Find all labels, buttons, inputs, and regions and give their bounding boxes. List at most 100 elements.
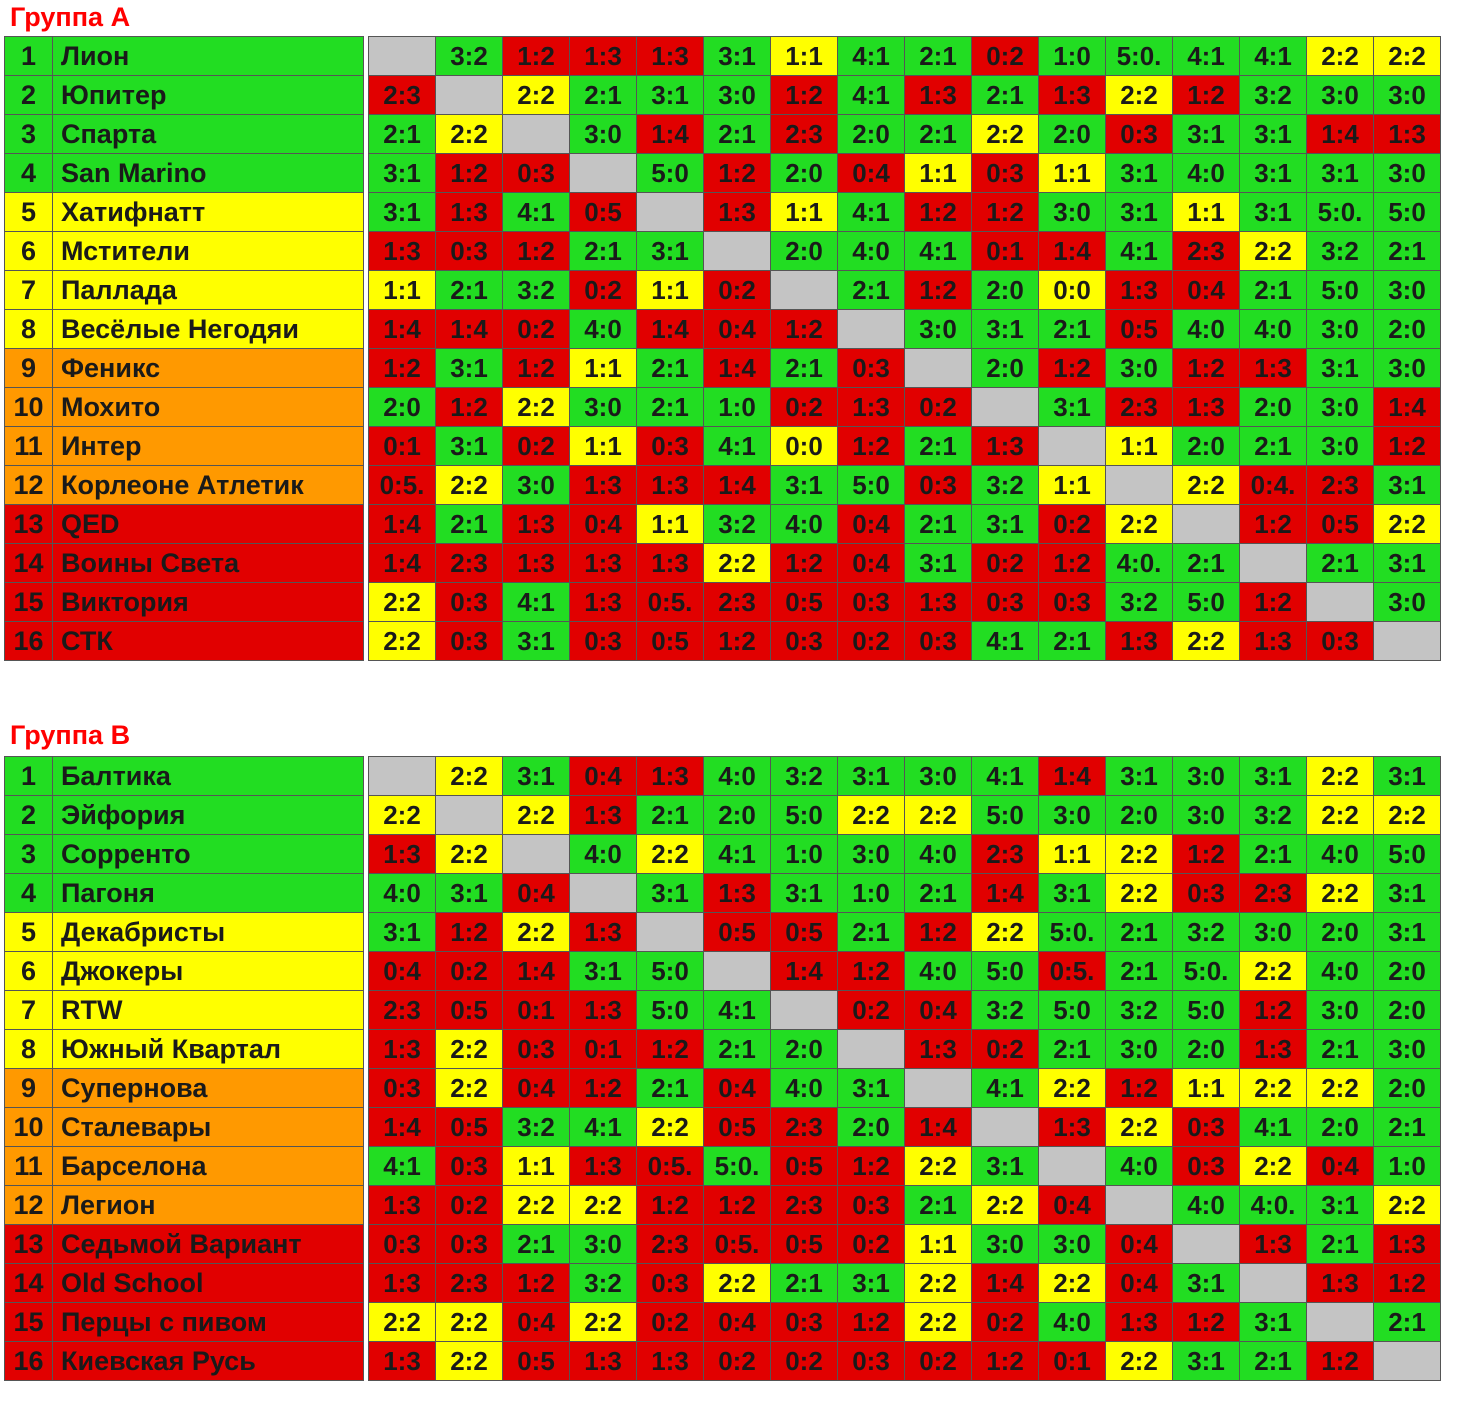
match-score-cell: 4:1: [703, 834, 771, 874]
match-score-cell: 2:2: [636, 834, 704, 874]
match-score-cell: 2:2: [435, 465, 503, 505]
match-score-cell: 1:3: [1239, 348, 1307, 388]
team-row: 12 Корлеоне Атлетик: [4, 465, 364, 505]
match-score-cell: 1:3: [636, 756, 704, 796]
match-score-cell: 0:3: [1172, 873, 1240, 913]
match-score-cell: 0:2: [837, 990, 905, 1030]
match-score-cell: 2:2: [1306, 1068, 1374, 1108]
results-row: 1:2 3:1 1:2 1:1 2:1 1:4 2:1 0:3 2:0 1:2 3:0 1:2 1:3 3…: [368, 348, 1441, 388]
team-position: 6: [4, 231, 53, 271]
match-score-cell: 3:0: [1239, 912, 1307, 952]
match-score-cell: 0:4: [837, 543, 905, 583]
match-score-cell: 0:2: [971, 1302, 1039, 1342]
match-score-cell: 1:3: [636, 543, 704, 583]
match-score-cell: 0:5: [435, 990, 503, 1030]
match-score-cell: 3:1: [770, 873, 838, 913]
match-score-cell: 1:4: [703, 465, 771, 505]
match-score-cell: 5:0: [636, 951, 704, 991]
match-score-cell: 2:2: [435, 1341, 503, 1381]
match-score-cell: 1:2: [1172, 834, 1240, 874]
match-score-cell: 1:1: [1038, 465, 1106, 505]
match-score-cell: 2:2: [502, 75, 570, 115]
match-score-cell: 1:3: [904, 1029, 972, 1069]
self-match-cell: [1306, 1302, 1374, 1342]
match-score-cell: 2:3: [435, 543, 503, 583]
match-score-cell: 2:1: [1373, 231, 1441, 271]
match-score-cell: 5:0: [770, 795, 838, 835]
match-score-cell: 2:1: [904, 873, 972, 913]
match-score-cell: 0:4: [1105, 1263, 1173, 1303]
match-score-cell: 2:2: [904, 1146, 972, 1186]
team-row: 4 Пагоня: [4, 873, 364, 913]
match-score-cell: 3:0: [904, 309, 972, 349]
results-row: 4:0 3:1 0:4 3:1 1:3 3:1 1:0 2:1 1:4 3:1 2:2 0:3 2:3 2…: [368, 873, 1441, 913]
match-score-cell: 1:0: [1373, 1146, 1441, 1186]
match-score-cell: 0:3: [435, 1146, 503, 1186]
self-match-cell: [1306, 582, 1374, 622]
match-score-cell: 4:1: [971, 1068, 1039, 1108]
match-score-cell: 1:3: [636, 1341, 704, 1381]
results-row: 1:4 2:3 1:3 1:3 1:3 2:2 1:2 0:4 3:1 0:2 1:2 4:0. 2:1…: [368, 543, 1441, 583]
self-match-cell: [904, 348, 972, 388]
match-score-cell: 0:1: [1038, 1341, 1106, 1381]
match-score-cell: 5:0: [1306, 270, 1374, 310]
match-score-cell: 4:1: [703, 426, 771, 466]
group-b-title: Группа В: [10, 720, 131, 750]
self-match-cell: [502, 114, 570, 154]
match-score-cell: 2:2: [1306, 873, 1374, 913]
match-score-cell: 1:2: [502, 36, 570, 76]
match-score-cell: 2:3: [368, 75, 436, 115]
match-score-cell: 5:0.: [1038, 912, 1106, 952]
match-score-cell: 0:2: [502, 309, 570, 349]
match-score-cell: 1:3: [1239, 621, 1307, 661]
match-score-cell: 3:1: [1306, 348, 1374, 388]
match-score-cell: 0:3: [1306, 621, 1374, 661]
match-score-cell: 0:5: [435, 1107, 503, 1147]
match-score-cell: 3:2: [502, 270, 570, 310]
match-score-cell: 2:1: [1038, 1029, 1106, 1069]
match-score-cell: 2:2: [435, 756, 503, 796]
match-score-cell: 0:2: [636, 1302, 704, 1342]
match-score-cell: 1:3: [502, 543, 570, 583]
match-score-cell: 4:0: [770, 504, 838, 544]
match-score-cell: 2:1: [636, 348, 704, 388]
match-score-cell: 0:2: [703, 1341, 771, 1381]
match-score-cell: 1:4: [368, 309, 436, 349]
match-score-cell: 2:0: [1239, 387, 1307, 427]
results-row: 2:0 1:2 2:2 3:0 2:1 1:0 0:2 1:3 0:2 3:1 2:3 1:3 2:0 3…: [368, 387, 1441, 427]
match-score-cell: 3:2: [770, 756, 838, 796]
team-row: 14 Old School: [4, 1263, 364, 1303]
match-score-cell: 2:1: [904, 1185, 972, 1225]
team-name: Перцы с пивом: [52, 1302, 364, 1342]
self-match-cell: [1239, 1263, 1307, 1303]
match-score-cell: 4:1: [502, 582, 570, 622]
match-score-cell: 1:4: [770, 951, 838, 991]
match-score-cell: 0:3: [502, 153, 570, 193]
match-score-cell: 2:1: [904, 36, 972, 76]
match-score-cell: 0:3: [971, 153, 1039, 193]
match-score-cell: 2:2: [368, 582, 436, 622]
match-score-cell: 4:0: [770, 1068, 838, 1108]
match-score-cell: 0:2: [1038, 504, 1106, 544]
match-score-cell: 0:2: [837, 1224, 905, 1264]
group-b-results-grid: 2:2 3:1 0:4 1:3 4:0 3:2 3:1 3:0 4:1 1:4 3:1 3:0 3:1 2…: [368, 756, 1441, 1381]
match-score-cell: 0:3: [904, 621, 972, 661]
results-row: 0:5. 2:2 3:0 1:3 1:3 1:4 3:1 5:0 0:3 3:2 1:1 2:2 0:4…: [368, 465, 1441, 505]
match-score-cell: 3:1: [636, 231, 704, 271]
match-score-cell: 1:3: [1105, 1302, 1173, 1342]
match-score-cell: 2:2: [1373, 795, 1441, 835]
match-score-cell: 1:2: [1239, 504, 1307, 544]
match-score-cell: 3:1: [435, 348, 503, 388]
team-name: Пагоня: [52, 873, 364, 913]
team-name: Юпитер: [52, 75, 364, 115]
group-b-teams-table: 1 Балтика 2 Эйфория 3 Сорренто 4 Пагоня 5 Декабри…: [4, 756, 364, 1381]
match-score-cell: 1:2: [837, 426, 905, 466]
match-score-cell: 3:2: [1306, 231, 1374, 271]
match-score-cell: 0:3: [904, 465, 972, 505]
match-score-cell: 3:0: [1306, 387, 1374, 427]
match-score-cell: 4:0: [904, 834, 972, 874]
match-score-cell: 0:5.: [368, 465, 436, 505]
match-score-cell: 3:0: [1306, 426, 1374, 466]
self-match-cell: [703, 951, 771, 991]
match-score-cell: 4:1: [904, 231, 972, 271]
